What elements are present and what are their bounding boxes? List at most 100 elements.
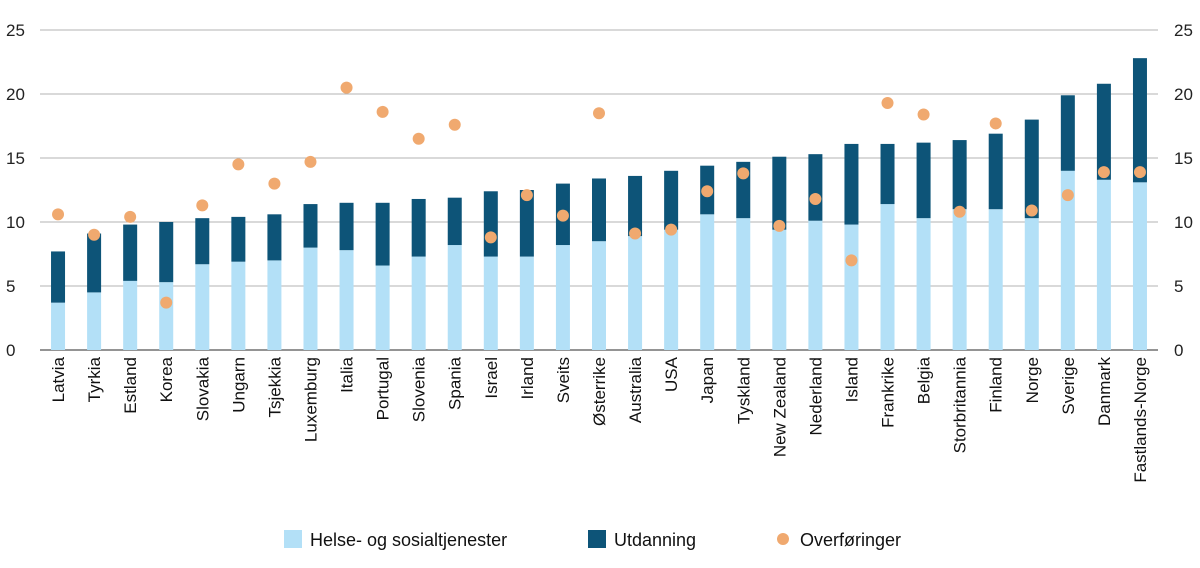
bar-health-luxemburg	[303, 247, 318, 350]
x-label-sverige: Sverige	[1059, 357, 1078, 415]
x-label-fastlands-norge: Fastlands-Norge	[1131, 357, 1150, 483]
x-label-spania: Spania	[446, 356, 465, 409]
dot-transfers-nederland	[809, 192, 822, 205]
dot-transfers-danmark	[1097, 166, 1110, 179]
x-label-belgia: Belgia	[915, 356, 934, 404]
dot-transfers-tyrkia	[88, 228, 101, 241]
x-label-storbritannia: Storbritannia	[951, 356, 970, 453]
x-label-osterrike: Østerrike	[590, 357, 609, 426]
x-label-estland: Estland	[121, 357, 140, 414]
bar-health-tyrkia	[87, 292, 102, 350]
x-label-tyrkia: Tyrkia	[85, 356, 104, 402]
bar-education-korea	[159, 222, 174, 283]
dot-transfers-new-zealand	[773, 219, 786, 232]
y-tick-left-25: 25	[6, 21, 25, 40]
legend: Helse- og sosialtjenester Utdanning Over…	[284, 530, 901, 550]
bar-health-usa	[664, 229, 679, 350]
bar-health-spania	[447, 245, 462, 350]
y-tick-left-20: 20	[6, 85, 25, 104]
bar-education-spania	[447, 197, 462, 246]
x-label-frankrike: Frankrike	[879, 357, 898, 428]
bar-health-sveits	[555, 245, 570, 350]
x-label-tyskland: Tyskland	[734, 357, 753, 424]
dot-transfers-sverige	[1061, 189, 1074, 202]
dot-transfers-spania	[448, 118, 461, 131]
x-label-nederland: Nederland	[806, 357, 825, 435]
x-label-usa: USA	[662, 356, 681, 392]
transfer-dots	[52, 81, 1146, 309]
x-label-sveits: Sveits	[554, 357, 573, 403]
bar-education-ungarn	[231, 216, 246, 262]
bar-health-latvia	[51, 302, 66, 350]
dot-transfers-sveits	[556, 209, 569, 222]
x-label-slovenia: Slovenia	[410, 356, 429, 422]
bar-education-osterrike	[592, 178, 606, 242]
x-label-danmark: Danmark	[1095, 357, 1114, 426]
y-tick-left-10: 10	[6, 213, 25, 232]
dot-transfers-island	[845, 254, 858, 267]
bar-education-tsjekkia	[267, 214, 282, 261]
x-label-italia: Italia	[338, 356, 357, 392]
bar-education-usa	[664, 170, 679, 230]
bar-health-australia	[628, 236, 643, 350]
y-tick-left-5: 5	[6, 277, 15, 296]
y-tick-right-0: 0	[1174, 341, 1183, 360]
dot-transfers-korea	[160, 296, 173, 309]
x-label-latvia: Latvia	[49, 356, 68, 402]
bar-health-island	[844, 224, 859, 350]
legend-marker-transfers	[777, 533, 789, 545]
dot-transfers-latvia	[52, 208, 65, 221]
bar-health-tyskland	[736, 218, 751, 350]
y-tick-left-0: 0	[6, 341, 15, 360]
dot-transfers-fastlands-norge	[1133, 166, 1146, 179]
x-label-australia: Australia	[626, 356, 645, 423]
bars	[51, 58, 1147, 350]
bar-education-sverige	[1060, 95, 1075, 171]
bar-health-israel	[483, 256, 498, 350]
y-tick-right-20: 20	[1174, 85, 1193, 104]
dot-transfers-finland	[989, 117, 1002, 130]
x-label-korea: Korea	[157, 356, 176, 402]
bar-education-frankrike	[880, 143, 895, 205]
bar-health-nederland	[808, 220, 823, 350]
bar-health-norge	[1024, 218, 1039, 350]
bar-health-frankrike	[880, 204, 895, 350]
bar-health-portugal	[375, 265, 390, 350]
dot-transfers-belgia	[917, 108, 930, 121]
bar-education-norge	[1024, 119, 1039, 219]
dot-transfers-ungarn	[232, 158, 245, 171]
dot-transfers-israel	[484, 231, 497, 244]
bar-education-island	[844, 143, 859, 225]
bar-health-ungarn	[231, 261, 246, 350]
legend-label-education: Utdanning	[614, 530, 696, 550]
bar-education-nederland	[808, 154, 823, 221]
bar-health-japan	[700, 214, 715, 350]
dot-transfers-norge	[1025, 204, 1038, 217]
dot-transfers-frankrike	[881, 96, 894, 109]
bar-education-slovenia	[411, 198, 426, 257]
dot-transfers-tsjekkia	[268, 177, 281, 190]
bar-health-finland	[988, 209, 1003, 350]
y-axis-right: 0 5 10 15 20 25	[1174, 21, 1193, 360]
bar-education-danmark	[1096, 83, 1111, 180]
dot-transfers-irland	[520, 189, 533, 202]
x-label-norge: Norge	[1023, 357, 1042, 403]
legend-label-transfers: Overføringer	[800, 530, 901, 550]
bar-education-irland	[519, 190, 534, 257]
x-label-luxemburg: Luxemburg	[301, 357, 320, 442]
bar-health-new-zealand	[772, 229, 787, 350]
bar-education-finland	[988, 133, 1003, 210]
bar-health-tsjekkia	[267, 260, 282, 350]
bar-education-storbritannia	[952, 140, 967, 210]
bar-health-estland	[123, 280, 138, 350]
x-label-slovakia: Slovakia	[193, 356, 212, 421]
bar-education-belgia	[916, 142, 931, 219]
bar-health-storbritannia	[952, 209, 967, 350]
x-label-tsjekkia: Tsjekkia	[265, 356, 284, 417]
dot-transfers-slovenia	[412, 132, 425, 145]
y-tick-left-15: 15	[6, 149, 25, 168]
y-tick-right-15: 15	[1174, 149, 1193, 168]
x-label-portugal: Portugal	[374, 357, 393, 420]
bar-education-latvia	[51, 251, 66, 303]
dot-transfers-portugal	[376, 105, 389, 118]
